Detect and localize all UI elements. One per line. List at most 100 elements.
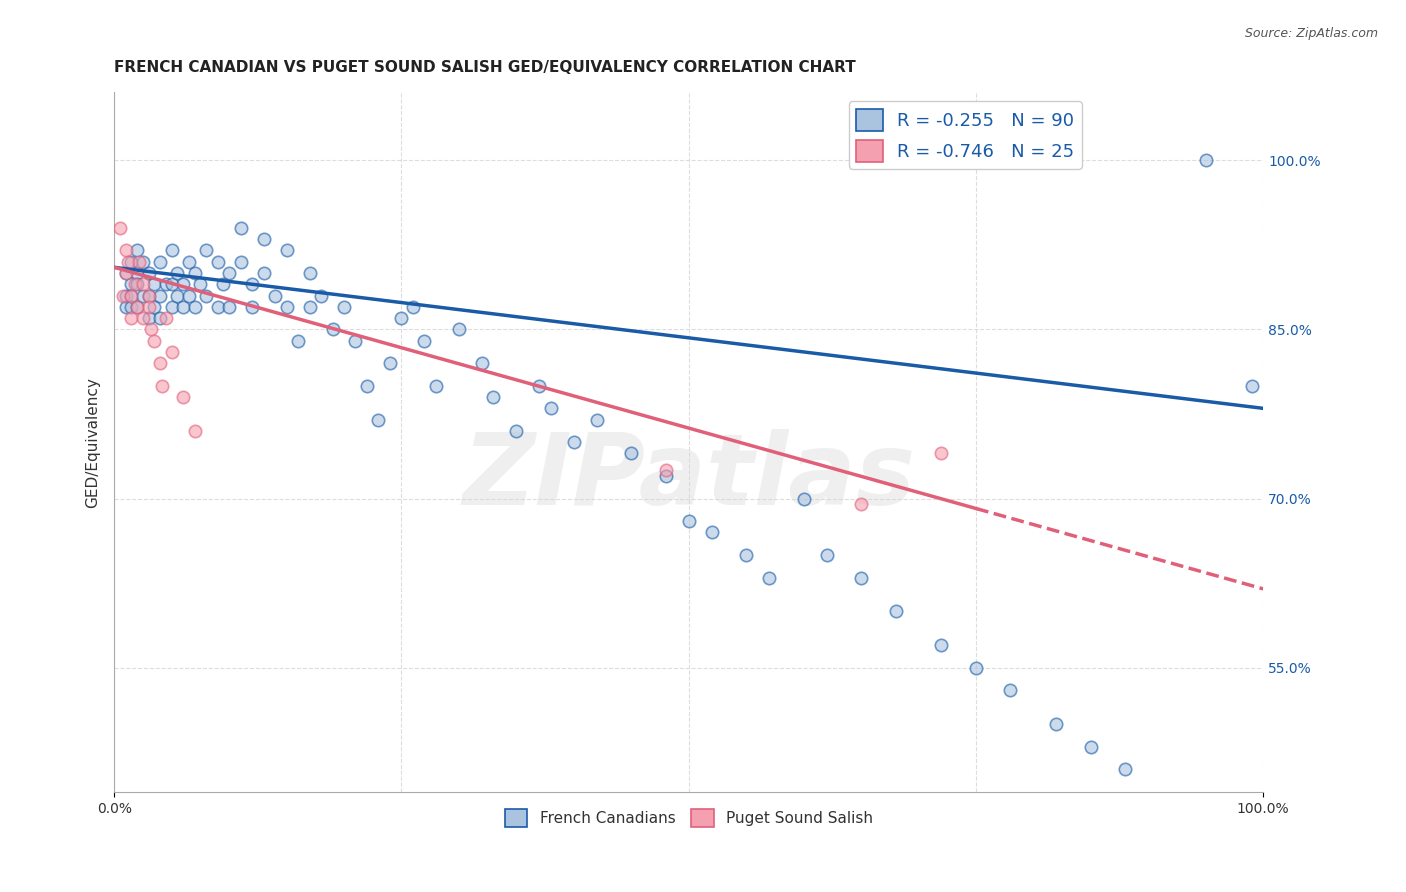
Point	[276, 300, 298, 314]
Point	[287, 334, 309, 348]
Point	[152, 378, 174, 392]
Point	[183, 300, 205, 314]
Point	[229, 254, 252, 268]
Point	[218, 266, 240, 280]
Point	[143, 334, 166, 348]
Point	[124, 277, 146, 292]
Point	[540, 401, 562, 416]
Point	[264, 288, 287, 302]
Point	[654, 469, 676, 483]
Point	[298, 300, 321, 314]
Point	[114, 244, 136, 258]
Point	[138, 288, 160, 302]
Point	[132, 254, 155, 268]
Point	[149, 254, 172, 268]
Point	[849, 571, 872, 585]
Point	[172, 300, 194, 314]
Point	[120, 277, 142, 292]
Point	[562, 435, 585, 450]
Point	[120, 311, 142, 326]
Point	[252, 266, 274, 280]
Point	[183, 266, 205, 280]
Point	[344, 334, 367, 348]
Point	[931, 638, 953, 652]
Point	[1045, 717, 1067, 731]
Point	[114, 266, 136, 280]
Point	[252, 232, 274, 246]
Point	[195, 288, 218, 302]
Point	[195, 244, 218, 258]
Point	[212, 277, 235, 292]
Point	[1000, 683, 1022, 698]
Point	[218, 300, 240, 314]
Point	[620, 446, 643, 460]
Point	[149, 356, 172, 370]
Point	[529, 378, 551, 392]
Point	[298, 266, 321, 280]
Point	[758, 571, 780, 585]
Point	[139, 322, 162, 336]
Point	[793, 491, 815, 506]
Point	[132, 311, 155, 326]
Point	[482, 390, 505, 404]
Point	[183, 424, 205, 438]
Point	[143, 277, 166, 292]
Point	[166, 266, 188, 280]
Point	[143, 300, 166, 314]
Point	[1195, 153, 1218, 168]
Point	[367, 412, 389, 426]
Y-axis label: GED/Equivalency: GED/Equivalency	[86, 376, 100, 508]
Point	[413, 334, 436, 348]
Point	[114, 266, 136, 280]
Point	[132, 277, 155, 292]
Point	[149, 311, 172, 326]
Point	[309, 288, 332, 302]
Point	[112, 288, 135, 302]
Text: ZIPatlas: ZIPatlas	[463, 429, 915, 525]
Point	[815, 548, 838, 562]
Point	[160, 244, 183, 258]
Point	[108, 220, 131, 235]
Point	[1114, 763, 1136, 777]
Point	[127, 277, 149, 292]
Point	[172, 277, 194, 292]
Point	[321, 322, 343, 336]
Point	[391, 311, 413, 326]
Point	[138, 300, 160, 314]
Point	[1240, 378, 1263, 392]
Point	[160, 277, 183, 292]
Point	[884, 604, 907, 618]
Point	[276, 244, 298, 258]
Point	[378, 356, 401, 370]
Point	[505, 424, 527, 438]
Point	[849, 497, 872, 511]
Point	[132, 288, 155, 302]
Point	[166, 288, 188, 302]
Point	[678, 514, 700, 528]
Point	[117, 254, 139, 268]
Point	[120, 288, 142, 302]
Point	[138, 288, 160, 302]
Point	[127, 300, 149, 314]
Point	[127, 300, 149, 314]
Point	[128, 254, 150, 268]
Point	[229, 220, 252, 235]
Point	[356, 378, 378, 392]
Point	[177, 288, 200, 302]
Point	[114, 288, 136, 302]
Point	[155, 277, 177, 292]
Point	[931, 446, 953, 460]
Point	[155, 311, 177, 326]
Point	[120, 254, 142, 268]
Point	[177, 254, 200, 268]
Point	[127, 244, 149, 258]
Point	[735, 548, 758, 562]
Point	[654, 463, 676, 477]
Point	[138, 266, 160, 280]
Point	[240, 300, 263, 314]
Text: Source: ZipAtlas.com: Source: ZipAtlas.com	[1244, 27, 1378, 40]
Point	[425, 378, 447, 392]
Point	[447, 322, 470, 336]
Legend: French Canadians, Puget Sound Salish: French Canadians, Puget Sound Salish	[499, 803, 879, 833]
Point	[700, 525, 723, 540]
